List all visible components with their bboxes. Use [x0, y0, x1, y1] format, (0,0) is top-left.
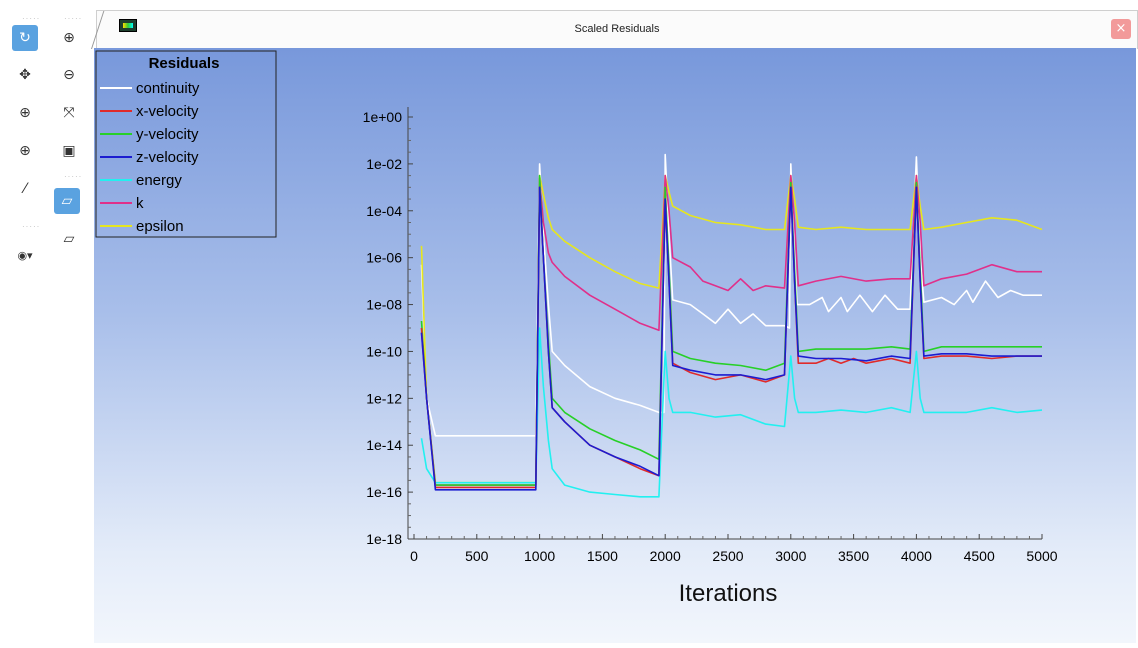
series-line-x-velocity [420, 186, 1042, 489]
zoom-in-icon[interactable]: ⊕ [63, 30, 75, 46]
y-tick-label: 1e-06 [366, 250, 402, 266]
legend-label-z-velocity: z-velocity [136, 149, 199, 166]
legend-label-k: k [136, 195, 144, 212]
toolbar-grip[interactable]: ····· [22, 14, 41, 23]
series-line-energy [420, 327, 1043, 498]
graphics-toolbar: ····· ····· ↻ ⊕ ✥ ⊖ ⊕ ⤧ ⊕ ▣ ⁄ ····· ▱ ··… [0, 0, 92, 643]
orthographic-icon[interactable]: ▱ [63, 231, 75, 247]
app-icon [119, 19, 137, 32]
rotate-icon[interactable]: ↻ [12, 25, 38, 51]
view-3d-icon[interactable]: ▱ [54, 188, 80, 214]
close-icon[interactable]: × [1111, 19, 1131, 39]
residuals-chart: 1e-18 1e-16 1e-14 1e-12 1e-10 1e-08 1e-06 1e-04… [95, 50, 1058, 607]
y-tick-label: 1e-14 [366, 437, 402, 453]
toolbar-grip[interactable]: ····· [64, 172, 83, 181]
x-tick-label: 500 [465, 548, 489, 564]
legend-title: Residuals [149, 55, 220, 72]
y-tick-label: 1e-18 [366, 531, 402, 547]
x-tick-label: 0 [410, 548, 418, 564]
window-title: Scaled Residuals [574, 23, 660, 35]
y-tick-label: 1e-04 [366, 203, 402, 219]
legend-label-y-velocity: y-velocity [136, 126, 199, 143]
view-select-icon[interactable]: ◉▾ [17, 248, 33, 262]
x-tick-label: 2500 [712, 548, 743, 564]
toolbar-grip[interactable]: ····· [22, 222, 41, 231]
series-line-continuity [420, 153, 1042, 437]
legend-label-x-velocity: x-velocity [136, 103, 199, 120]
y-tick-label: 1e+00 [363, 109, 403, 125]
series-line-y-velocity [420, 174, 1042, 486]
x-tick-label: 1000 [524, 548, 555, 564]
x-tick-label: 1500 [587, 548, 618, 564]
probe-icon[interactable]: ⁄ [23, 181, 27, 197]
zoom-out-icon[interactable]: ⊖ [63, 67, 75, 83]
x-tick-label: 4500 [964, 548, 995, 564]
legend-label-epsilon: epsilon [136, 218, 184, 235]
y-tick-label: 1e-16 [366, 484, 402, 500]
series-line-epsilon [420, 174, 1043, 484]
x-tick-label: 3500 [838, 548, 869, 564]
pan-icon[interactable]: ✥ [19, 67, 31, 83]
zoom-box-icon[interactable]: ⊕ [19, 105, 31, 121]
y-tick-label: 1e-02 [366, 156, 402, 172]
series-line-z-velocity [420, 186, 1042, 491]
x-tick-label: 4000 [901, 548, 932, 564]
camera-icon[interactable]: ▣ [62, 143, 76, 159]
legend-label-continuity: continuity [136, 80, 200, 97]
y-tick-label: 1e-10 [366, 343, 402, 359]
window-titlebar: Scaled Residuals × [91, 10, 1138, 49]
toolbar-grip[interactable]: ····· [64, 14, 83, 23]
fit-icon[interactable]: ⤧ [63, 105, 75, 121]
x-tick-label: 2000 [650, 548, 681, 564]
graphics-window: Scaled Residuals × 1e-18 1e-16 1e-14 1e-12 1… [90, 10, 1138, 643]
series-line-k [420, 174, 1042, 486]
legend-label-energy: energy [136, 172, 182, 189]
zoom-region-icon[interactable]: ⊕ [19, 143, 31, 159]
y-tick-label: 1e-12 [366, 390, 402, 406]
legend-box [95, 50, 277, 238]
x-axis-label: Iterations [679, 580, 778, 607]
x-tick-label: 3000 [775, 548, 806, 564]
plot-area: 1e-18 1e-16 1e-14 1e-12 1e-10 1e-08 1e-06 1e-04… [94, 48, 1136, 643]
y-tick-label: 1e-08 [366, 297, 402, 313]
x-tick-label: 5000 [1026, 548, 1057, 564]
